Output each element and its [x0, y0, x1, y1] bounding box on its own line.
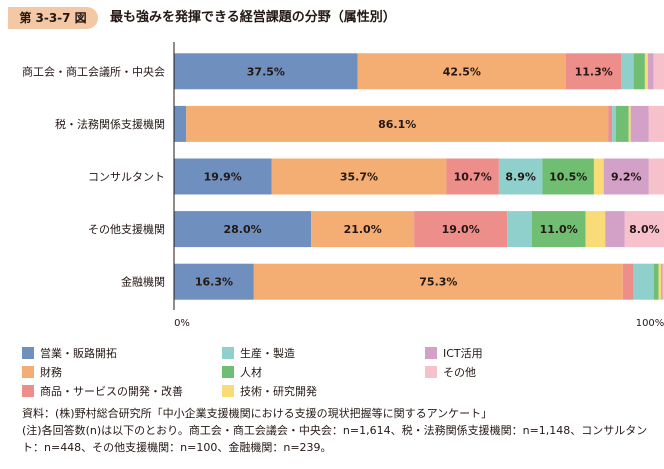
bar-segment [253, 263, 623, 300]
bar-segment [174, 53, 358, 90]
bar-segment [658, 263, 662, 300]
respondent-note: (注)各回答数(n)は以下のとおり。商工会・商工会議会・中央会：n=1,614、… [22, 424, 648, 454]
bar-segment [633, 53, 645, 90]
bar-segment [647, 53, 654, 90]
bar-segment [174, 211, 312, 248]
bar-segment [608, 105, 613, 142]
bar-segment [593, 158, 604, 195]
bar-segment [605, 211, 625, 248]
bar-segment [612, 105, 616, 142]
x-tick-label: 0% [174, 318, 190, 329]
bar-segment [653, 263, 659, 300]
bar-segment [662, 263, 664, 300]
category-label: 税・法務関係支援機関 [55, 117, 165, 131]
category-label: 金融機関 [121, 275, 165, 289]
data-label: 16.3% [195, 276, 233, 289]
bar-segment [498, 158, 543, 195]
stacked-bar-chart: 商工会・商工会議所・中央会 37.5% 42.5% 11.3% 税・法務関係支援機関 86… [22, 42, 664, 329]
bar-segment [174, 105, 187, 142]
bar-segment [661, 263, 663, 300]
bar-segment [624, 211, 664, 248]
source-note: 資料：(株)野村総合研究所「中小企業支援機関における支援の現状把握等に関するアン… [22, 407, 493, 420]
data-label: 11.3% [575, 65, 613, 78]
data-label: 35.7% [340, 171, 378, 184]
data-label: 8.9% [505, 171, 536, 184]
bar-segment [648, 105, 664, 142]
bar-segment [633, 263, 654, 300]
bar-segment [622, 263, 634, 300]
bar-segment [174, 263, 254, 300]
bar-segment [603, 158, 649, 195]
data-label: 75.3% [419, 276, 457, 289]
data-label: 86.1% [378, 118, 416, 131]
bar-segment [174, 158, 272, 195]
data-label: 8.0% [629, 223, 660, 236]
bar-segment [630, 105, 649, 142]
data-label: 11.0% [540, 223, 578, 236]
data-label: 37.5% [247, 65, 285, 78]
data-label: 10.5% [549, 171, 587, 184]
bar-segment [621, 53, 634, 90]
bar-segment [644, 53, 648, 90]
bar-segment [628, 105, 631, 142]
bar-segment [507, 211, 532, 248]
bar-segment [531, 211, 586, 248]
category-label: コンサルタント [88, 171, 165, 184]
data-label: 19.0% [442, 223, 480, 236]
data-label: 10.7% [454, 171, 492, 184]
bar-segment [357, 53, 566, 90]
figure-number-badge: 第 3-3-7 図 [8, 7, 98, 29]
bar-segment [311, 211, 415, 248]
bar-segment [653, 53, 664, 90]
data-label: 19.9% [204, 171, 242, 184]
category-label: 商工会・商工会議所・中央会 [22, 64, 165, 78]
category-label: その他支援機関 [88, 222, 165, 236]
bar-segment [542, 158, 594, 195]
data-label: 28.0% [224, 223, 262, 236]
bar-segment [414, 211, 508, 248]
bar-segment [186, 105, 609, 142]
bar-segment [585, 211, 606, 248]
x-tick-label: 100% [636, 318, 664, 329]
data-label: 42.5% [443, 65, 481, 78]
bar-segment [566, 53, 622, 90]
bar-segment [648, 158, 664, 195]
bar-segment [446, 158, 499, 195]
data-label: 9.2% [611, 171, 642, 184]
bar-segment [271, 158, 447, 195]
bar-segment [615, 105, 629, 142]
figure-title: 最も強みを発揮できる経営課題の分野（属性別） [110, 10, 396, 25]
data-label: 21.0% [344, 223, 382, 236]
figure-notes: 資料：(株)野村総合研究所「中小企業支援機関における支援の現状把握等に関するアン… [22, 405, 654, 456]
